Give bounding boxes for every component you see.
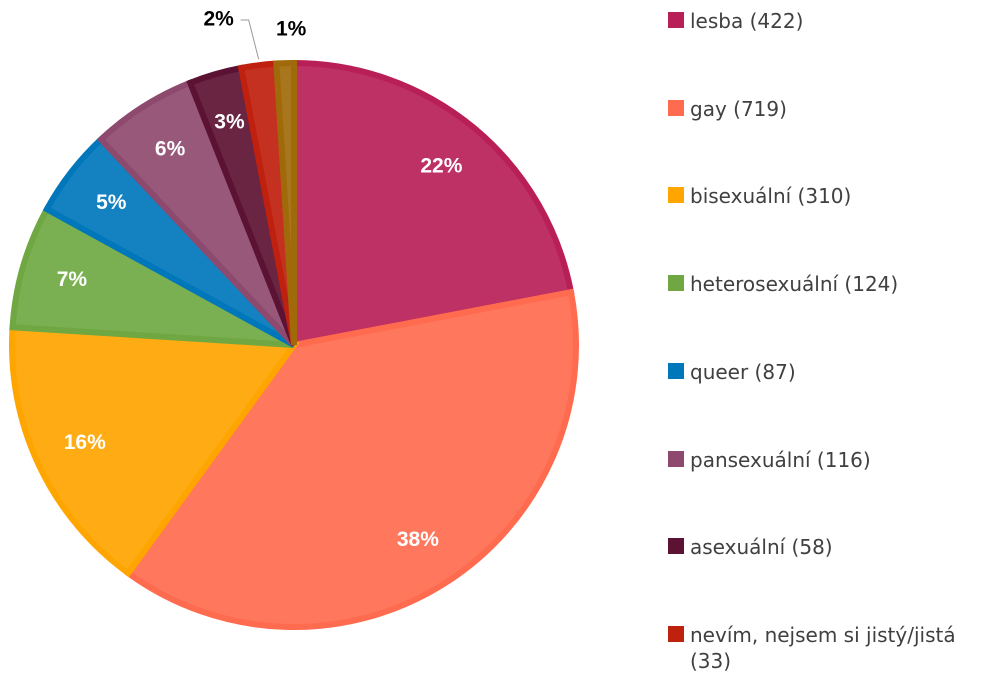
legend-item: gay (719) bbox=[668, 96, 993, 122]
data-label: 7% bbox=[57, 268, 88, 291]
legend-swatch bbox=[668, 450, 684, 467]
legend-label: asexuální (58) bbox=[690, 535, 833, 560]
pie-slice bbox=[273, 59, 297, 346]
legend-swatch bbox=[668, 99, 684, 116]
legend-item: pansexuální (116) bbox=[668, 447, 993, 473]
data-label: 38% bbox=[397, 528, 439, 551]
data-label: 1% bbox=[276, 18, 307, 41]
legend-item: bisexuální (310) bbox=[668, 183, 993, 209]
legend-item: lesba (422) bbox=[668, 8, 993, 34]
data-label: 2% bbox=[203, 8, 234, 31]
legend-label: nevím, nejsem si jistý/jistá (33) bbox=[690, 622, 956, 673]
data-label: 6% bbox=[155, 137, 186, 160]
legend-item: asexuální (58) bbox=[668, 534, 993, 560]
data-label: 16% bbox=[64, 431, 106, 454]
legend-swatch bbox=[668, 187, 684, 204]
leader-line bbox=[240, 19, 260, 60]
legend-item: queer (87) bbox=[668, 359, 993, 385]
data-label: 5% bbox=[96, 191, 127, 214]
legend-label: bisexuální (310) bbox=[690, 184, 852, 209]
legend-item: nevím, nejsem si jistý/jistá (33) bbox=[668, 622, 993, 674]
pie-slice bbox=[9, 324, 300, 578]
data-label: 22% bbox=[420, 154, 462, 177]
legend-swatch bbox=[668, 538, 684, 555]
legend-label: queer (87) bbox=[690, 359, 796, 384]
legend-label: gay (719) bbox=[690, 96, 787, 121]
pie-area: 22% 38% 16% 7% 5% 6% 3% 2% 1% bbox=[9, 8, 579, 630]
legend-label: pansexuální (116) bbox=[690, 447, 871, 472]
legend-swatch bbox=[668, 275, 684, 292]
legend-swatch bbox=[668, 12, 684, 28]
legend-label: heterosexuální (124) bbox=[690, 272, 899, 297]
legend-label: lesba (422) bbox=[690, 9, 804, 33]
legend-swatch bbox=[668, 625, 684, 642]
pie-slice bbox=[124, 288, 579, 630]
legend-item: heterosexuální (124) bbox=[668, 271, 993, 297]
pie-slice bbox=[291, 59, 575, 349]
legend-swatch bbox=[668, 362, 684, 379]
data-label: 3% bbox=[214, 110, 245, 133]
